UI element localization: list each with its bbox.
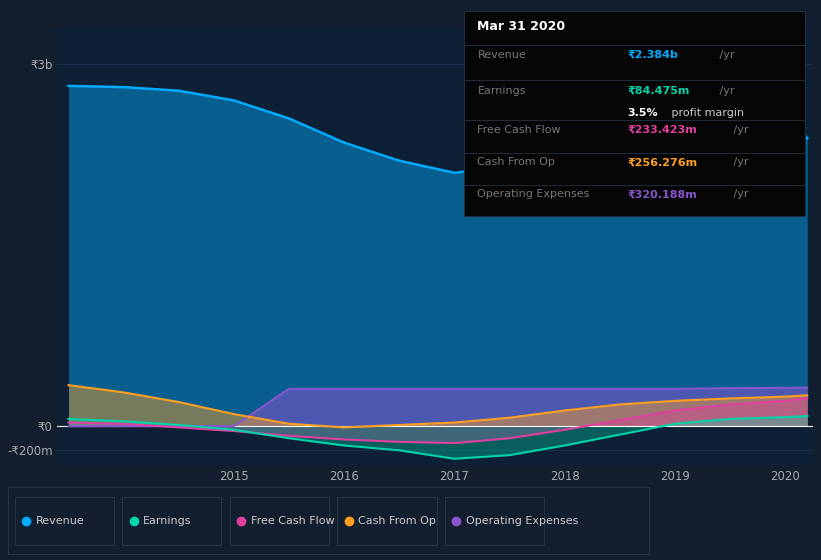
Text: /yr: /yr	[730, 157, 748, 167]
Text: Revenue: Revenue	[478, 50, 526, 60]
Text: Operating Expenses: Operating Expenses	[466, 516, 579, 526]
Text: /yr: /yr	[716, 86, 735, 96]
Text: 3.5%: 3.5%	[627, 108, 658, 118]
Text: ₹2.384b: ₹2.384b	[627, 50, 678, 60]
Text: profit margin: profit margin	[668, 108, 745, 118]
Text: Cash From Op: Cash From Op	[478, 157, 555, 167]
Text: ₹84.475m: ₹84.475m	[627, 86, 690, 96]
Text: /yr: /yr	[730, 189, 748, 199]
Text: Earnings: Earnings	[144, 516, 192, 526]
Text: Earnings: Earnings	[478, 86, 526, 96]
Text: /yr: /yr	[716, 50, 735, 60]
Text: Operating Expenses: Operating Expenses	[478, 189, 589, 199]
Text: Free Cash Flow: Free Cash Flow	[478, 125, 561, 134]
Text: Cash From Op: Cash From Op	[359, 516, 437, 526]
Text: ₹320.188m: ₹320.188m	[627, 189, 697, 199]
Text: ₹256.276m: ₹256.276m	[627, 157, 698, 167]
Text: /yr: /yr	[730, 125, 748, 134]
Text: Free Cash Flow: Free Cash Flow	[251, 516, 334, 526]
Text: Revenue: Revenue	[36, 516, 85, 526]
Text: Mar 31 2020: Mar 31 2020	[478, 20, 566, 34]
Text: ₹233.423m: ₹233.423m	[627, 125, 697, 134]
